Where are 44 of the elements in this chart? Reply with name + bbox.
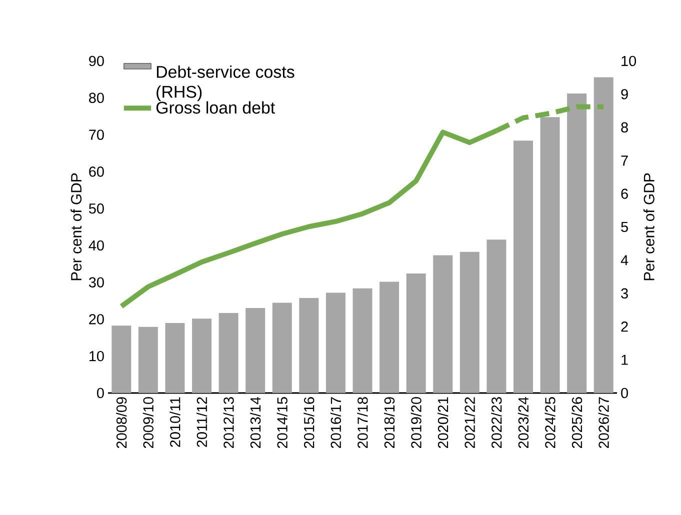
- x-tick-label: 2018/19: [384, 397, 395, 448]
- y-tick-label: 40: [88, 240, 104, 251]
- x-tick-label: 2017/18: [357, 397, 368, 448]
- y-tick-label: 90: [89, 56, 104, 66]
- x-tick-label: 2022/23: [491, 397, 502, 448]
- y-tick-label: 10: [90, 350, 104, 362]
- x-tick-label: 2011/12: [196, 397, 208, 447]
- x-tick-label: 2020/21: [438, 397, 448, 448]
- x-tick-label: 2026/27: [598, 397, 609, 448]
- x-tick-label: 2009/10: [142, 397, 154, 448]
- y2-tick-label: 7: [621, 156, 628, 166]
- x-tick-label: 2024/25: [544, 397, 556, 448]
- y2-tick-label: 4: [620, 255, 628, 266]
- y2-tick-label: 1: [622, 354, 628, 365]
- x-tick-label: 2012/13: [223, 397, 234, 448]
- x-tick-label: 2013/14: [250, 396, 261, 448]
- y-tick-label: 50: [88, 203, 104, 214]
- y-tick-label: 60: [89, 166, 104, 177]
- x-tick-label: 2025/26: [572, 397, 582, 448]
- y2-tick-label: 0: [621, 388, 628, 398]
- y-tick-label: 20: [89, 314, 104, 324]
- y2-tick-label: 9: [621, 89, 628, 100]
- y2-axis-title: Per cent of GDP: [643, 173, 654, 280]
- legend-label: Gross loan debt: [156, 101, 275, 114]
- y2-tick-label: 2: [621, 322, 628, 332]
- y-tick-label: 80: [89, 92, 104, 103]
- x-tick-label: 2021/22: [464, 397, 475, 448]
- x-tick-label: 2015/16: [304, 397, 314, 448]
- y-tick-label: 0: [97, 388, 104, 398]
- y2-tick-label: 3: [621, 288, 628, 299]
- x-tick-label: 2016/17: [330, 397, 342, 448]
- y2-tick-label: 8: [621, 122, 628, 133]
- y-tick-label: 30: [88, 277, 104, 288]
- y2-tick-label: 10: [622, 56, 636, 66]
- x-tick-label: 2010/11: [170, 397, 180, 447]
- x-tick-label: 2019/20: [410, 397, 422, 448]
- x-tick-label: 2008/09: [116, 397, 127, 448]
- legend-label: Debt-service costs (RHS): [156, 65, 294, 102]
- y-axis-title: Per cent of GDP: [70, 173, 82, 280]
- y2-tick-label: 6: [621, 188, 628, 199]
- y2-tick-label: 5: [621, 222, 628, 232]
- y-tick-label: 70: [89, 130, 104, 140]
- x-tick-label: 2023/24: [518, 396, 529, 448]
- x-tick-label: 2014/15: [276, 397, 288, 448]
